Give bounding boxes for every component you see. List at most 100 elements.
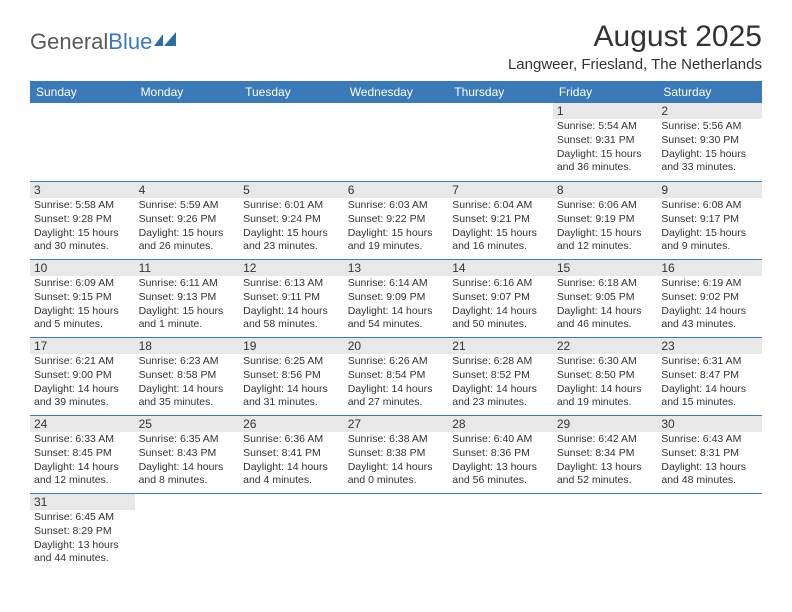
sunrise-text: Sunrise: 6:35 AM	[135, 432, 240, 446]
sunrise-text: Sunrise: 6:09 AM	[30, 276, 135, 290]
sunrise-text: Sunrise: 6:16 AM	[448, 276, 553, 290]
daylight-text: Daylight: 14 hours and 19 minutes.	[553, 382, 658, 409]
daylight-text: Daylight: 15 hours and 19 minutes.	[344, 226, 449, 253]
weekday-header-row: Sunday Monday Tuesday Wednesday Thursday…	[30, 81, 762, 103]
daylight-text: Daylight: 14 hours and 27 minutes.	[344, 382, 449, 409]
sunset-text: Sunset: 8:52 PM	[448, 368, 553, 382]
day-number: 18	[135, 338, 240, 354]
sunset-text: Sunset: 8:29 PM	[30, 524, 135, 538]
sunset-text: Sunset: 9:00 PM	[30, 368, 135, 382]
day-cell: 12Sunrise: 6:13 AMSunset: 9:11 PMDayligh…	[239, 259, 344, 337]
day-cell: 13Sunrise: 6:14 AMSunset: 9:09 PMDayligh…	[344, 259, 449, 337]
day-number: 8	[553, 182, 658, 198]
day-cell: 2Sunrise: 5:56 AMSunset: 9:30 PMDaylight…	[657, 103, 762, 181]
day-cell: 22Sunrise: 6:30 AMSunset: 8:50 PMDayligh…	[553, 337, 658, 415]
day-cell: 29Sunrise: 6:42 AMSunset: 8:34 PMDayligh…	[553, 415, 658, 493]
sunrise-text: Sunrise: 6:23 AM	[135, 354, 240, 368]
day-number	[344, 494, 449, 510]
sunset-text: Sunset: 9:11 PM	[239, 290, 344, 304]
daylight-text: Daylight: 14 hours and 23 minutes.	[448, 382, 553, 409]
day-cell	[448, 493, 553, 571]
daylight-text: Daylight: 14 hours and 58 minutes.	[239, 304, 344, 331]
daylight-text: Daylight: 14 hours and 46 minutes.	[553, 304, 658, 331]
day-cell: 19Sunrise: 6:25 AMSunset: 8:56 PMDayligh…	[239, 337, 344, 415]
weekday-header: Friday	[553, 81, 658, 103]
day-cell: 17Sunrise: 6:21 AMSunset: 9:00 PMDayligh…	[30, 337, 135, 415]
sunrise-text: Sunrise: 6:38 AM	[344, 432, 449, 446]
weekday-header: Sunday	[30, 81, 135, 103]
weekday-header: Monday	[135, 81, 240, 103]
sunset-text: Sunset: 9:28 PM	[30, 212, 135, 226]
day-cell	[553, 493, 658, 571]
day-number: 3	[30, 182, 135, 198]
day-cell: 11Sunrise: 6:11 AMSunset: 9:13 PMDayligh…	[135, 259, 240, 337]
sunset-text: Sunset: 8:56 PM	[239, 368, 344, 382]
weekday-header: Thursday	[448, 81, 553, 103]
daylight-text: Daylight: 13 hours and 56 minutes.	[448, 460, 553, 487]
day-cell: 10Sunrise: 6:09 AMSunset: 9:15 PMDayligh…	[30, 259, 135, 337]
daylight-text: Daylight: 15 hours and 16 minutes.	[448, 226, 553, 253]
daylight-text: Daylight: 14 hours and 0 minutes.	[344, 460, 449, 487]
day-cell: 5Sunrise: 6:01 AMSunset: 9:24 PMDaylight…	[239, 181, 344, 259]
day-number: 28	[448, 416, 553, 432]
sunset-text: Sunset: 8:36 PM	[448, 446, 553, 460]
day-number	[657, 494, 762, 510]
day-cell: 16Sunrise: 6:19 AMSunset: 9:02 PMDayligh…	[657, 259, 762, 337]
day-number: 12	[239, 260, 344, 276]
location-text: Langweer, Friesland, The Netherlands	[508, 56, 762, 73]
week-row: 10Sunrise: 6:09 AMSunset: 9:15 PMDayligh…	[30, 259, 762, 337]
sunrise-text: Sunrise: 6:28 AM	[448, 354, 553, 368]
sunset-text: Sunset: 8:45 PM	[30, 446, 135, 460]
logo: GeneralBlue	[30, 28, 180, 56]
day-cell: 14Sunrise: 6:16 AMSunset: 9:07 PMDayligh…	[448, 259, 553, 337]
daylight-text: Daylight: 15 hours and 9 minutes.	[657, 226, 762, 253]
day-cell	[344, 493, 449, 571]
title-block: August 2025 Langweer, Friesland, The Net…	[508, 20, 762, 73]
day-cell	[30, 103, 135, 181]
daylight-text: Daylight: 15 hours and 36 minutes.	[553, 147, 658, 174]
sunrise-text: Sunrise: 6:13 AM	[239, 276, 344, 290]
day-number	[239, 103, 344, 119]
daylight-text: Daylight: 13 hours and 44 minutes.	[30, 538, 135, 565]
sunset-text: Sunset: 8:31 PM	[657, 446, 762, 460]
day-cell	[135, 103, 240, 181]
day-cell: 31Sunrise: 6:45 AMSunset: 8:29 PMDayligh…	[30, 493, 135, 571]
sunset-text: Sunset: 9:13 PM	[135, 290, 240, 304]
sunset-text: Sunset: 8:47 PM	[657, 368, 762, 382]
day-cell: 21Sunrise: 6:28 AMSunset: 8:52 PMDayligh…	[448, 337, 553, 415]
day-number	[448, 103, 553, 119]
sunrise-text: Sunrise: 5:59 AM	[135, 198, 240, 212]
day-cell	[448, 103, 553, 181]
day-number: 4	[135, 182, 240, 198]
day-number	[239, 494, 344, 510]
daylight-text: Daylight: 14 hours and 54 minutes.	[344, 304, 449, 331]
sunrise-text: Sunrise: 6:45 AM	[30, 510, 135, 524]
day-cell: 6Sunrise: 6:03 AMSunset: 9:22 PMDaylight…	[344, 181, 449, 259]
sunrise-text: Sunrise: 5:58 AM	[30, 198, 135, 212]
sunrise-text: Sunrise: 6:30 AM	[553, 354, 658, 368]
sunrise-text: Sunrise: 6:01 AM	[239, 198, 344, 212]
sunset-text: Sunset: 8:41 PM	[239, 446, 344, 460]
day-number: 17	[30, 338, 135, 354]
daylight-text: Daylight: 14 hours and 50 minutes.	[448, 304, 553, 331]
day-cell: 4Sunrise: 5:59 AMSunset: 9:26 PMDaylight…	[135, 181, 240, 259]
day-number: 7	[448, 182, 553, 198]
day-number: 21	[448, 338, 553, 354]
sunset-text: Sunset: 9:30 PM	[657, 133, 762, 147]
sunrise-text: Sunrise: 6:11 AM	[135, 276, 240, 290]
sunset-text: Sunset: 9:26 PM	[135, 212, 240, 226]
calendar-page: GeneralBlue August 2025 Langweer, Friesl…	[0, 0, 792, 591]
day-number	[448, 494, 553, 510]
day-number: 15	[553, 260, 658, 276]
day-number: 2	[657, 103, 762, 119]
sunrise-text: Sunrise: 5:54 AM	[553, 119, 658, 133]
day-number: 14	[448, 260, 553, 276]
week-row: 3Sunrise: 5:58 AMSunset: 9:28 PM Daylight…	[30, 181, 762, 259]
sunset-text: Sunset: 9:09 PM	[344, 290, 449, 304]
daylight-text: Daylight: 13 hours and 52 minutes.	[553, 460, 658, 487]
week-row: 31Sunrise: 6:45 AMSunset: 8:29 PMDayligh…	[30, 493, 762, 571]
day-number: 24	[30, 416, 135, 432]
daylight-text: Daylight: 15 hours and 33 minutes.	[657, 147, 762, 174]
sunrise-text: Sunrise: 6:19 AM	[657, 276, 762, 290]
day-number: 16	[657, 260, 762, 276]
